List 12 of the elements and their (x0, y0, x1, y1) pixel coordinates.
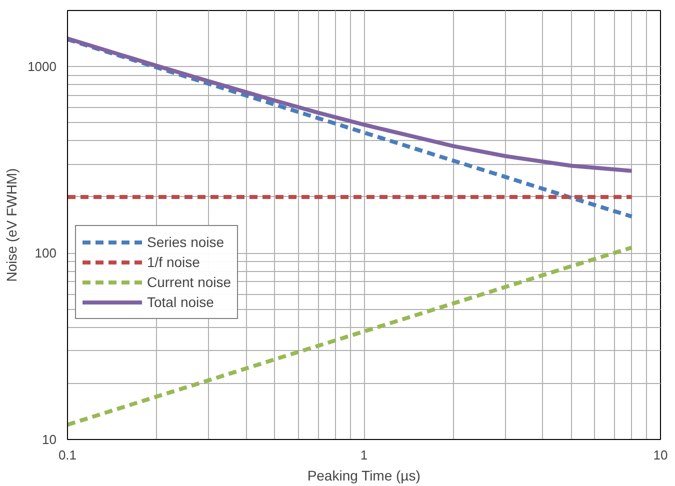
y-axis-title: Noise (eV FWHM) (4, 168, 20, 282)
x-tick-label: 10 (653, 448, 668, 462)
x-axis-title: Peaking Time (µs) (307, 468, 420, 484)
y-tick-label: 10 (42, 432, 57, 447)
legend-label: Current noise (147, 274, 232, 290)
y-tick-label: 100 (34, 246, 57, 261)
legend-label: Series noise (147, 234, 224, 250)
legend-label: 1/f noise (147, 254, 200, 270)
legend-label: Total noise (147, 294, 214, 310)
x-tick-label: 0.1 (58, 448, 77, 462)
y-tick-label: 1000 (28, 59, 56, 74)
x-tick-label: 1 (360, 448, 368, 462)
